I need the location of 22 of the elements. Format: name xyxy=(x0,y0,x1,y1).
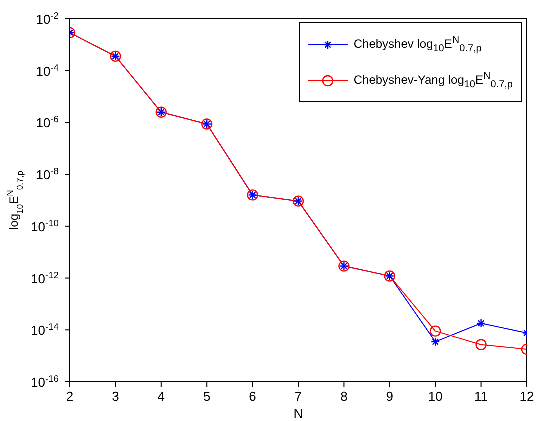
y-tick-label: 10$^{-6}$ xyxy=(36,114,59,131)
x-tick-label: 4 xyxy=(158,389,166,404)
x-axis-title: N xyxy=(294,406,304,421)
y-tick-label: 10$^{-2}$ xyxy=(36,11,59,27)
x-tick-label: 3 xyxy=(112,389,120,404)
y-tick-label: 10$^{-4}$ xyxy=(36,62,59,79)
x-tick-label: 2 xyxy=(66,389,74,404)
x-tick-label: 8 xyxy=(340,389,348,404)
x-tick-label: 5 xyxy=(203,389,211,404)
x-tick-label: 9 xyxy=(386,389,394,404)
x-tick-label: 11 xyxy=(474,389,488,404)
y-tick-label: 10$^{-8}$ xyxy=(36,166,59,183)
point xyxy=(476,339,487,350)
point xyxy=(430,326,442,337)
x-tick-label: 10 xyxy=(428,389,443,404)
x-tick-label: 7 xyxy=(294,389,302,404)
y-tick-label: 10$^{-16}$ xyxy=(31,374,59,390)
x-tick-label: 12 xyxy=(520,389,534,404)
x-tick-label: 6 xyxy=(249,389,256,404)
y-tick-label: 10$^{-10}$ xyxy=(31,218,59,234)
y-tick-label: 10$^{-12}$ xyxy=(31,270,59,286)
y-tick-label: 10$^{-14}$ xyxy=(31,322,59,338)
